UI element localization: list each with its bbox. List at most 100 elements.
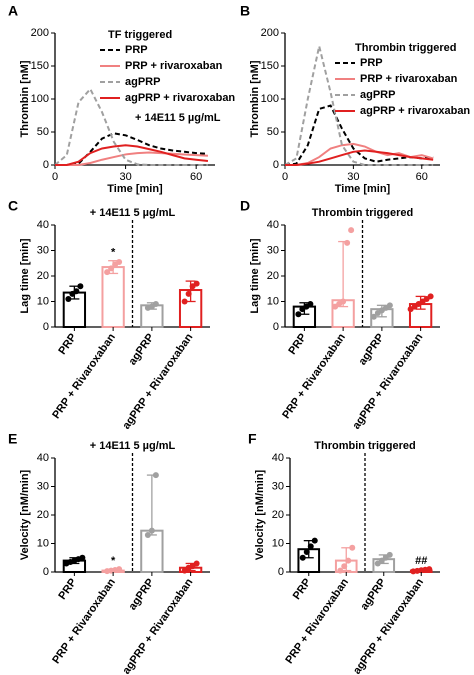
y-tick-label: 0	[43, 321, 49, 333]
data-point	[345, 557, 352, 564]
y-axis-label: Velocity [nM/min]	[254, 469, 266, 560]
data-point	[349, 544, 356, 551]
y-tick-label: 30	[267, 244, 279, 256]
line-series	[55, 132, 208, 166]
panel-letter: E	[8, 431, 17, 447]
bar	[140, 529, 164, 573]
line-series	[55, 151, 208, 166]
y-tick-label: 150	[31, 60, 49, 72]
legend-label: PRP	[360, 57, 383, 69]
y-tick-label: 100	[261, 93, 279, 105]
data-point	[116, 258, 123, 265]
data-point	[340, 298, 347, 305]
annotation: ##	[415, 555, 427, 567]
panel-title: Thrombin triggered	[314, 440, 415, 452]
x-tick-label: agPRP	[127, 577, 157, 613]
legend-title: TF triggered	[108, 29, 172, 41]
y-tick-label: 0	[273, 321, 279, 333]
data-point	[144, 531, 151, 538]
data-point	[370, 313, 377, 320]
y-tick-label: 10	[37, 537, 49, 549]
x-tick-label: 0	[282, 171, 288, 183]
data-point	[148, 527, 155, 534]
data-point	[79, 554, 86, 561]
y-axis-label: Thrombin [nM]	[19, 60, 31, 137]
legend-label: agPRP + rivaroxaban	[125, 92, 235, 104]
y-tick-label: 200	[31, 27, 49, 39]
data-point	[386, 551, 393, 558]
panel-letter: F	[248, 431, 257, 447]
y-axis-label: Lag time [min]	[249, 238, 261, 314]
line-series	[284, 45, 434, 166]
data-point	[185, 290, 192, 297]
y-axis-label: Velocity [nM/min]	[19, 469, 31, 560]
data-point	[152, 472, 159, 479]
data-point	[65, 295, 72, 302]
data-point	[344, 239, 351, 246]
annotation: + 14E11 5 µg/mL	[135, 112, 221, 124]
y-tick-label: 100	[31, 93, 49, 105]
x-axis-label: Time [min]	[107, 183, 163, 195]
y-tick-label: 200	[261, 27, 279, 39]
data-point	[386, 302, 393, 309]
y-axis-label: Lag time [min]	[19, 238, 31, 314]
panel-title: + 14E11 5 µg/mL	[90, 440, 176, 452]
x-tick-label: agPRP + Rivaroxaban	[350, 331, 425, 431]
legend-label: PRP	[125, 44, 148, 56]
line-series	[285, 149, 434, 166]
y-tick-label: 20	[267, 270, 279, 282]
annotation: *	[111, 247, 116, 259]
panel-letter: D	[240, 198, 250, 214]
y-tick-label: 10	[267, 295, 279, 307]
y-tick-label: 0	[43, 566, 49, 578]
data-point	[341, 563, 348, 570]
data-point	[307, 301, 314, 308]
x-tick-label: 30	[347, 171, 359, 183]
data-point	[307, 543, 314, 550]
bar	[101, 266, 125, 329]
data-point	[152, 301, 159, 308]
x-axis-label: Time [min]	[335, 183, 391, 195]
x-tick-label: agPRP	[127, 332, 157, 368]
x-tick-label: agPRP	[357, 332, 387, 368]
y-tick-label: 10	[37, 295, 49, 307]
x-tick-label: PRP	[56, 577, 79, 602]
x-tick-label: 60	[190, 171, 202, 183]
data-point	[427, 293, 434, 300]
x-tick-label: 60	[416, 171, 428, 183]
panel-letter: C	[8, 198, 18, 214]
x-tick-label: PRP	[291, 577, 314, 602]
data-point	[311, 537, 318, 544]
x-tick-label: 30	[119, 171, 131, 183]
y-tick-label: 0	[278, 566, 284, 578]
y-tick-label: 20	[37, 509, 49, 521]
x-tick-label: agPRP + Rivaroxaban	[120, 331, 195, 431]
data-point	[426, 566, 433, 573]
data-point	[181, 298, 188, 305]
legend-label: agPRP	[360, 89, 395, 101]
legend-label: PRP + rivaroxaban	[125, 60, 223, 72]
x-tick-label: agPRP + Rivaroxaban	[120, 576, 195, 675]
y-tick-label: 150	[261, 60, 279, 72]
panel-letter: A	[8, 3, 18, 19]
panel-title: Thrombin triggered	[312, 207, 413, 219]
x-tick-label: PRP	[56, 332, 79, 357]
x-tick-label: agPRP	[358, 577, 388, 613]
legend-label: PRP + rivaroxaban	[360, 73, 458, 85]
legend-title: Thrombin triggered	[355, 42, 456, 54]
y-axis-label: Thrombin [nM]	[249, 60, 261, 137]
data-point	[193, 280, 200, 287]
y-tick-label: 40	[37, 452, 49, 464]
y-tick-label: 10	[272, 537, 284, 549]
y-tick-label: 30	[272, 480, 284, 492]
y-tick-label: 20	[37, 270, 49, 282]
data-point	[303, 549, 310, 556]
y-tick-label: 0	[43, 159, 49, 171]
panel-title: + 14E11 5 µg/mL	[90, 207, 176, 219]
y-tick-label: 30	[37, 480, 49, 492]
annotation: *	[111, 555, 116, 567]
y-tick-label: 50	[267, 126, 279, 138]
x-tick-label: PRP	[286, 332, 309, 357]
legend-label: agPRP + rivaroxaban	[360, 105, 470, 117]
